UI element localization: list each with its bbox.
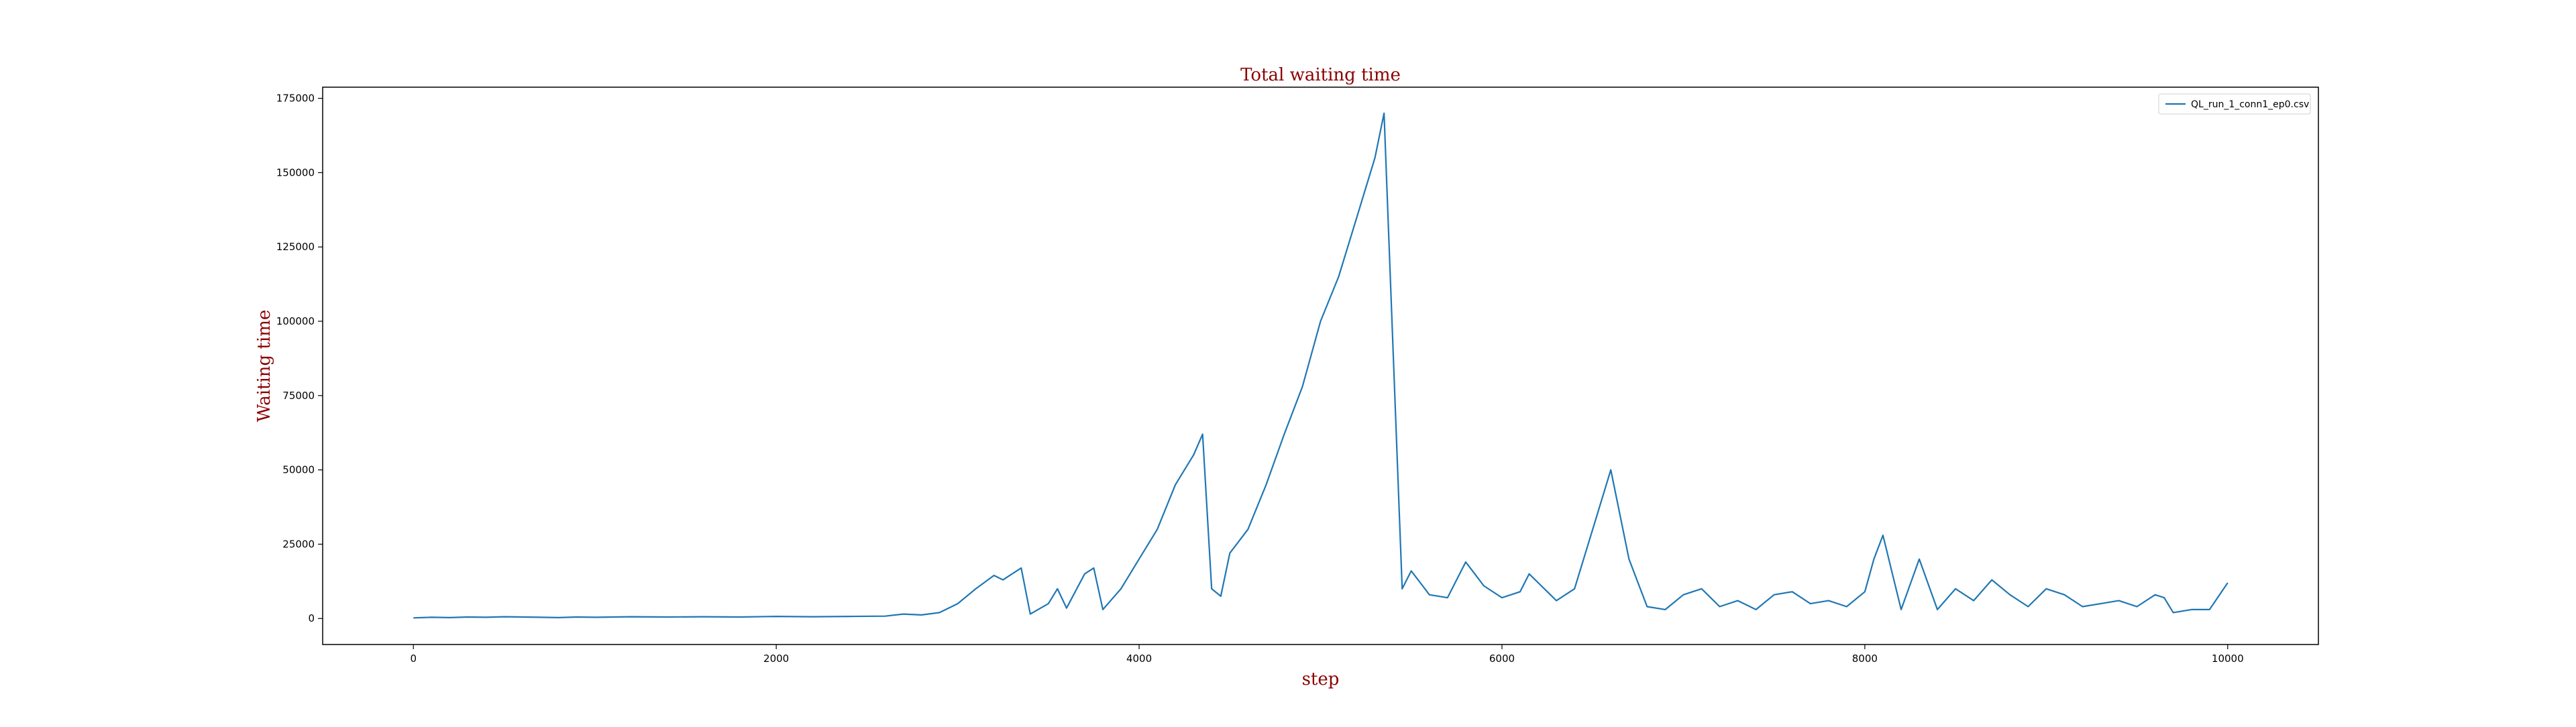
y-tick-label: 125000 — [276, 241, 315, 253]
y-tick-label: 50000 — [282, 464, 315, 476]
axes-frame — [322, 87, 2319, 645]
y-tick-label: 150000 — [276, 166, 315, 178]
x-tick-label: 2000 — [763, 653, 789, 665]
y-tick-label: 75000 — [282, 390, 315, 402]
y-axis-label: Waiting time — [254, 310, 274, 423]
x-tick-label: 10000 — [2212, 653, 2244, 665]
x-tick-label: 8000 — [1852, 653, 1878, 665]
x-axis-label: step — [1302, 669, 1340, 689]
x-tick-label: 6000 — [1489, 653, 1515, 665]
chart-title: Total waiting time — [1240, 65, 1401, 85]
legend-box — [2158, 93, 2311, 115]
y-tick-label: 100000 — [276, 315, 315, 327]
y-tick-label: 175000 — [276, 93, 315, 105]
x-tick-label: 4000 — [1126, 653, 1152, 665]
legend-label: QL_run_1_conn1_ep0.csv — [2191, 99, 2309, 110]
y-tick-label: 25000 — [282, 538, 315, 550]
x-tick-label: 0 — [410, 653, 417, 665]
y-tick-label: 0 — [308, 612, 315, 624]
series-line — [413, 112, 2229, 619]
plot-area: 0 2000 4000 6000 8000 10000025000500007500010… — [276, 87, 2319, 665]
